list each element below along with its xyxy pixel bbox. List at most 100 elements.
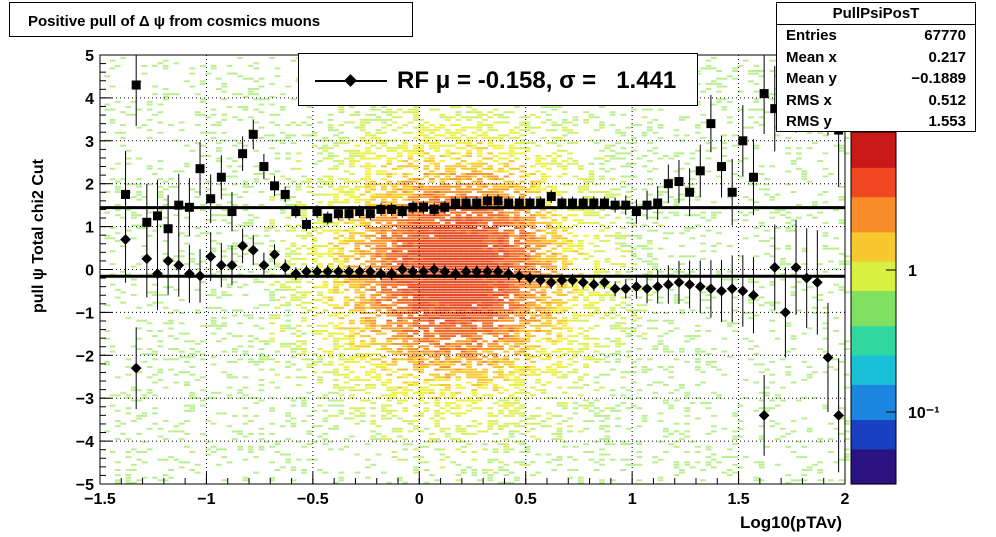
y-tick-label: −4 [76, 434, 94, 451]
marker-square [227, 207, 237, 217]
grid-lines [99, 54, 846, 485]
marker-diamond [524, 272, 536, 284]
palette-band [851, 343, 896, 350]
marker-diamond [503, 268, 515, 280]
palette-frame [850, 131, 897, 485]
palette-band [851, 284, 896, 291]
marker-diamond [811, 276, 823, 288]
marker-diamond [301, 266, 312, 278]
palette-band [851, 143, 896, 151]
marker-square [440, 202, 450, 212]
marker-diamond [513, 270, 525, 282]
x-axis-label: Log10(pTAv) [740, 513, 842, 532]
marker-square [259, 162, 269, 172]
palette-band [851, 354, 896, 362]
palette-band [851, 202, 896, 209]
palette-band [851, 196, 896, 203]
marker-diamond [141, 253, 153, 265]
palette-band [851, 337, 896, 344]
palette-band [851, 372, 896, 379]
stats-row-mean-y: Mean y −0.1889 [786, 70, 966, 87]
marker-square [376, 204, 386, 214]
palette-band [851, 349, 896, 356]
marker-diamond [450, 268, 461, 280]
stats-title: PullPsiPosT [777, 3, 975, 25]
marker-diamond [162, 255, 174, 267]
marker-diamond [152, 268, 163, 280]
marker-diamond [833, 409, 844, 421]
y-tick-label: 1 [85, 220, 94, 237]
marker-diamond [492, 266, 504, 278]
marker-diamond [716, 285, 727, 297]
palette-band [851, 366, 896, 374]
palette-band [851, 331, 896, 338]
marker-square [301, 219, 311, 229]
marker-diamond [748, 289, 759, 301]
marker-square [408, 202, 418, 212]
marker-square [216, 172, 226, 182]
palette-band [851, 384, 896, 391]
marker-diamond [120, 234, 131, 245]
marker-diamond [173, 259, 185, 271]
y-tick-label: −2 [76, 348, 94, 365]
data-markers [120, 63, 844, 421]
y-axis-label: pull ψ Total chi2 Cut [30, 158, 47, 313]
palette-band [851, 231, 896, 239]
palette-band [851, 319, 896, 327]
marker-diamond [343, 266, 355, 278]
x-tick-label: −0.5 [297, 491, 329, 508]
marker-diamond [396, 264, 408, 275]
marker-diamond [588, 279, 600, 290]
palette-band [851, 249, 896, 256]
marker-square [770, 104, 780, 114]
x-tick-label: 1.5 [727, 491, 749, 508]
palette-band [851, 208, 896, 215]
marker-square [163, 224, 173, 234]
palette-band [851, 437, 896, 444]
marker-square [738, 136, 748, 146]
marker-diamond [279, 261, 291, 273]
axes: −1.5 −1 −0.5 0 0.5 1 1.5 2 −5 −4 −3 −2 −1 0 1 2 3 4 5 [76, 48, 850, 508]
marker-diamond [609, 283, 621, 295]
marker-diamond [258, 259, 270, 271]
palette-band [851, 313, 896, 321]
palette-band [851, 448, 896, 456]
stats-row-entries: Entries 67770 [786, 27, 966, 44]
palette-band [851, 173, 896, 180]
marker-diamond [694, 281, 706, 293]
marker-square [748, 172, 758, 182]
palette-band [851, 325, 896, 333]
marker-diamond [726, 283, 738, 295]
palette-band [851, 296, 896, 303]
marker-square [727, 187, 737, 197]
marker-square [248, 129, 258, 139]
marker-square [195, 164, 205, 174]
marker-square [685, 187, 695, 197]
palette-band [851, 419, 896, 426]
palette-band [851, 261, 896, 268]
palette-band [851, 396, 896, 403]
marker-square [568, 198, 578, 208]
palette-band [851, 308, 896, 315]
palette-band [851, 360, 896, 368]
marker-square [312, 207, 322, 217]
x-tick-label: −1 [197, 491, 215, 508]
marker-diamond [822, 352, 834, 363]
x-tick-label: 0.5 [515, 491, 537, 508]
marker-square [152, 211, 162, 221]
palette-band [851, 272, 896, 280]
marker-square [557, 198, 567, 208]
marker-square [429, 204, 439, 214]
marker-square [174, 200, 184, 210]
marker-diamond [386, 268, 397, 280]
marker-square [365, 209, 375, 219]
x-tick-label: −1.5 [84, 491, 116, 508]
palette-band [851, 190, 896, 198]
y-tick-label: 5 [85, 48, 94, 65]
marker-square [461, 198, 471, 208]
palette-band [851, 161, 896, 168]
marker-square [536, 198, 546, 208]
z-tick-label: 10⁻¹ [908, 405, 940, 422]
marker-diamond [226, 259, 238, 271]
y-tick-label: 0 [85, 263, 94, 280]
